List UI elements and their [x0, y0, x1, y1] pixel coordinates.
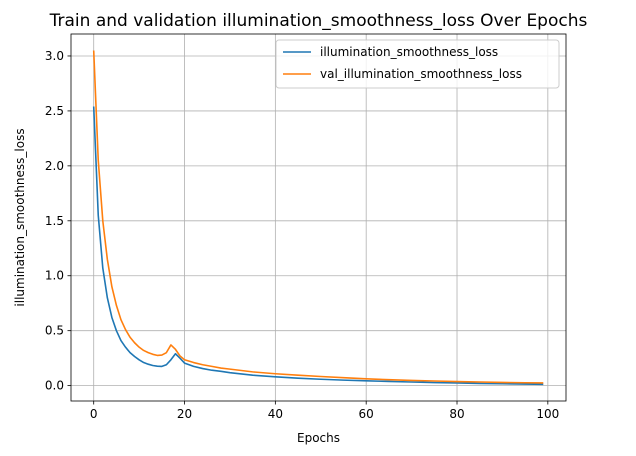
series-line-0 — [92, 106, 544, 386]
legend-label-0: illumination_smoothness_loss — [320, 45, 498, 59]
y-tick-label: 0.5 — [45, 324, 64, 338]
y-tick-label: 2.0 — [45, 159, 64, 173]
y-tick-label: 0.0 — [45, 379, 64, 393]
x-tick-label: 0 — [90, 407, 98, 421]
x-axis-label: Epochs — [297, 431, 340, 445]
x-tick-label: 60 — [359, 407, 374, 421]
x-tick-label: 40 — [268, 407, 283, 421]
grid-lines — [71, 34, 566, 401]
y-tick-label: 1.5 — [45, 214, 64, 228]
x-tick-label: 20 — [177, 407, 192, 421]
series-line-1 — [92, 50, 544, 384]
y-tick-label: 3.0 — [45, 49, 64, 63]
series-lines — [92, 50, 544, 386]
x-tick-label: 100 — [536, 407, 559, 421]
x-tick-label: 80 — [449, 407, 464, 421]
plot-frame — [70, 33, 567, 402]
y-axis-label: illumination_smoothness_loss — [13, 128, 27, 306]
y-tick-label: 1.0 — [45, 269, 64, 283]
y-axis-ticks: 0.0 0.5 1.0 1.5 2.0 2.5 3.0 — [45, 49, 71, 393]
legend: illumination_smoothness_loss val_illumina… — [275, 39, 560, 89]
legend-label-1: val_illumination_smoothness_loss — [320, 67, 522, 81]
y-tick-label: 2.5 — [45, 104, 64, 118]
chart-title: Train and validation illumination_smooth… — [49, 11, 588, 31]
legend-box — [275, 39, 560, 89]
x-axis-ticks: 0 20 40 60 80 100 — [90, 401, 559, 421]
